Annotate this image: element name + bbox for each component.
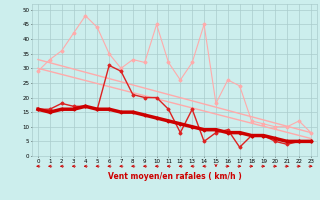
X-axis label: Vent moyen/en rafales ( km/h ): Vent moyen/en rafales ( km/h ) (108, 172, 241, 181)
